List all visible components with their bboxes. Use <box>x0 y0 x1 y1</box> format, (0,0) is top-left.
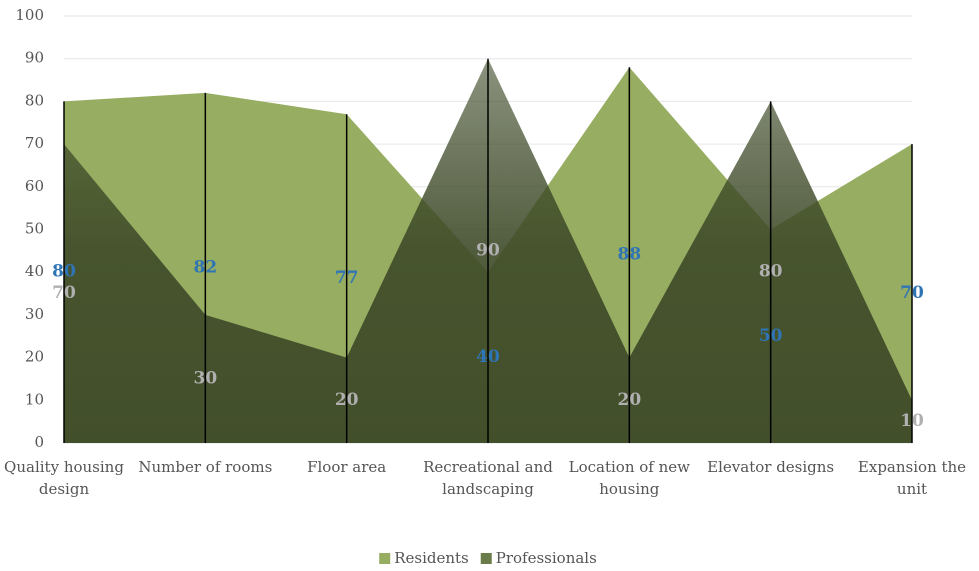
legend-swatch <box>379 553 391 564</box>
legend-label: Professionals <box>496 549 597 567</box>
y-tick-label: 50 <box>25 220 44 238</box>
y-tick-label: 20 <box>25 348 44 366</box>
data-label: 20 <box>617 390 641 410</box>
data-label: 30 <box>193 368 217 388</box>
x-tick-label-box: Number of rooms <box>138 458 273 476</box>
data-label: 88 <box>617 245 641 265</box>
data-label: 90 <box>476 240 500 260</box>
data-label: 70 <box>52 283 76 303</box>
y-tick-label: 90 <box>25 49 44 67</box>
y-tick-label: 0 <box>34 433 44 451</box>
y-tick-label: 10 <box>25 390 44 408</box>
data-label: 20 <box>335 390 359 410</box>
x-tick-label-box: Location of new housing <box>568 458 690 498</box>
legend-swatch <box>480 553 492 564</box>
y-tick-label: 60 <box>25 177 44 195</box>
data-label: 77 <box>335 268 359 288</box>
data-label: 80 <box>52 262 76 282</box>
x-tick-label: Location of new housing <box>568 458 690 498</box>
data-label: 10 <box>900 411 924 431</box>
data-label: 50 <box>759 326 783 346</box>
data-label: 80 <box>759 262 783 282</box>
y-tick-label: 80 <box>25 91 44 109</box>
x-tick-label-box: Floor area <box>307 458 387 476</box>
x-tick-label-box: Elevator designs <box>707 458 835 476</box>
x-tick-label-box: Recreational and landscaping <box>423 458 553 498</box>
legend: Residents Professionals <box>379 549 597 567</box>
x-tick-label-box: Quality housing design <box>4 458 124 498</box>
x-tick-label: Recreational and landscaping <box>423 458 553 498</box>
legend-label: Residents <box>394 549 469 567</box>
x-tick-label: Quality housing design <box>4 458 124 498</box>
data-label: 70 <box>900 283 924 303</box>
data-label: 40 <box>476 347 500 367</box>
x-tick-label: Expansion the unit <box>857 458 967 498</box>
x-tick-label: Number of rooms <box>138 458 273 476</box>
x-tick-label-box: Expansion the unit <box>857 458 967 498</box>
y-tick-label: 70 <box>25 134 44 152</box>
y-tick-label: 30 <box>25 305 44 323</box>
x-tick-label: Elevator designs <box>707 458 835 476</box>
data-label: 82 <box>193 257 217 277</box>
y-tick-label: 100 <box>15 6 44 24</box>
x-tick-label: Floor area <box>307 458 387 476</box>
y-tick-label: 40 <box>25 262 44 280</box>
